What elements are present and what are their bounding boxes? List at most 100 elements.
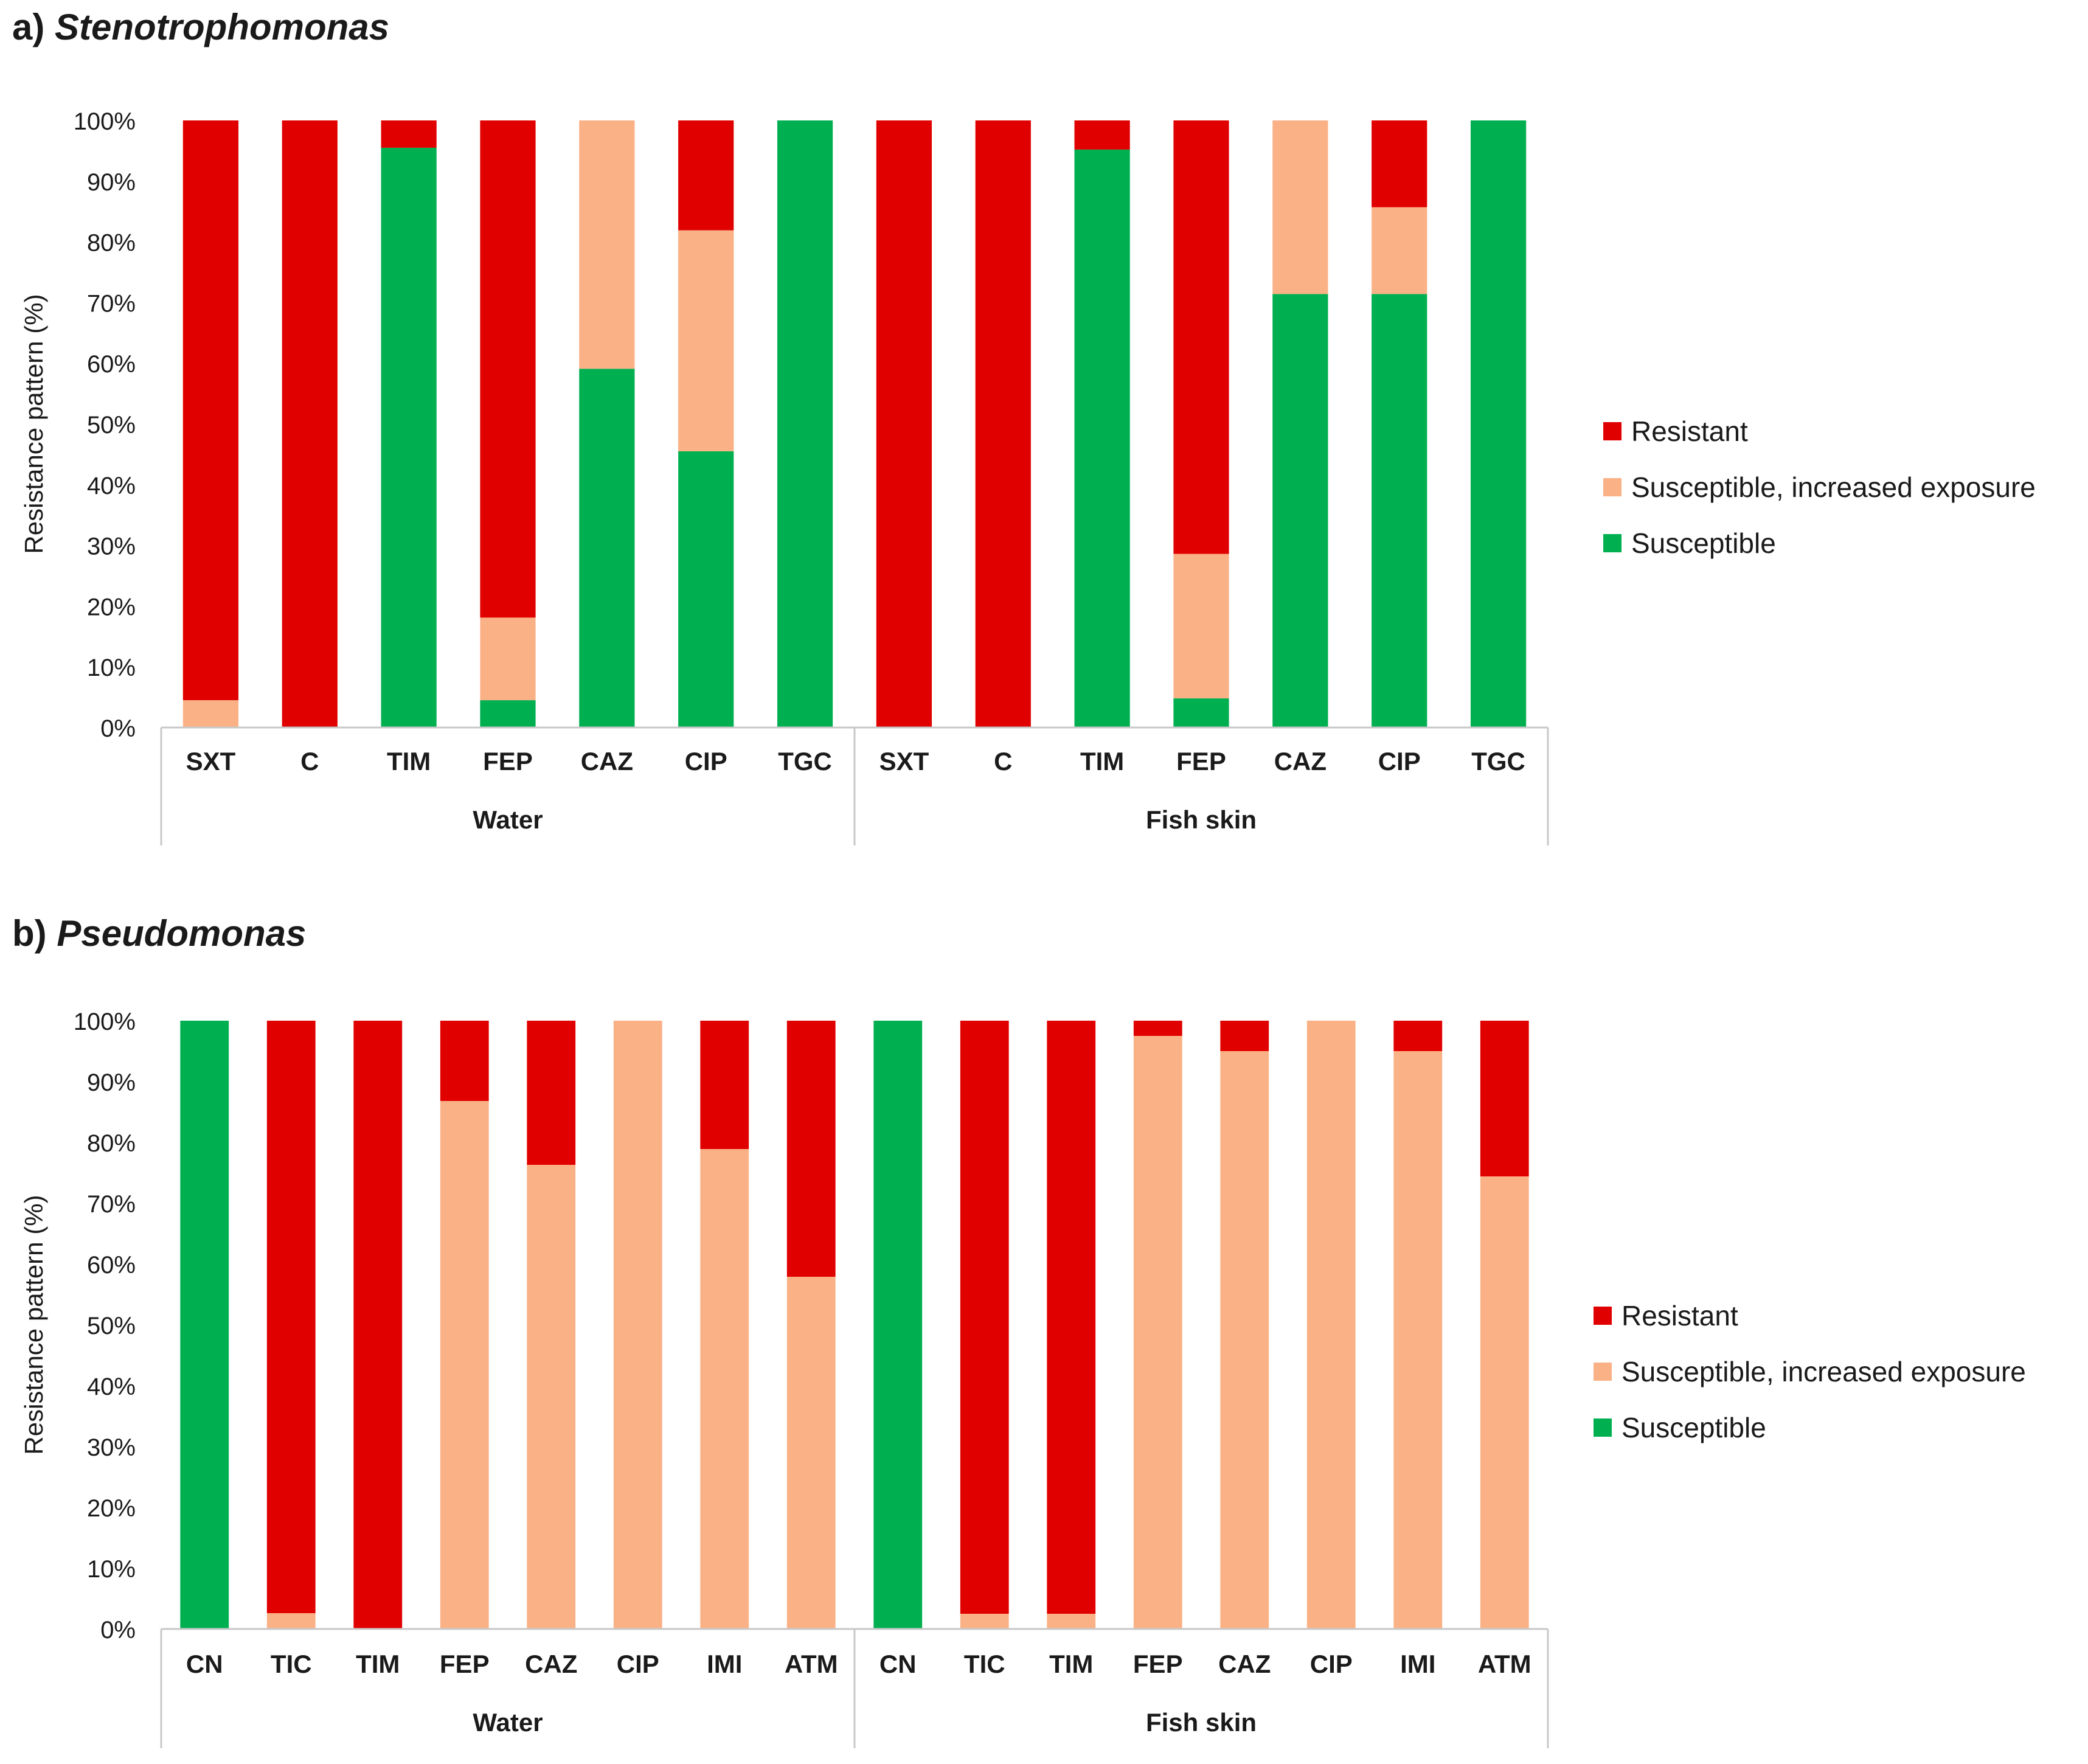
x-tick-label: TIM	[1080, 747, 1124, 776]
bar-segment	[579, 369, 635, 727]
bar-segment	[1220, 1021, 1269, 1051]
bar-segment	[1393, 1051, 1443, 1629]
y-tick-label: 80%	[87, 230, 136, 257]
panel-b-label: b)	[12, 913, 47, 954]
bar-segment	[180, 1021, 229, 1629]
x-tick-label: CAZ	[1274, 747, 1327, 776]
legend-item-resistant: Resistant	[1603, 415, 2036, 448]
y-tick-label: 100%	[74, 1009, 136, 1035]
x-tick-label: TIC	[964, 1650, 1005, 1678]
y-tick-label: 100%	[74, 108, 136, 135]
x-tick-label: TIM	[356, 1650, 400, 1678]
legend-swatch-susceptible	[1594, 1418, 1612, 1437]
bar-segment	[381, 120, 437, 148]
bar-segment	[266, 1021, 316, 1613]
bar-segment	[480, 120, 536, 618]
bar-segment	[182, 700, 239, 727]
y-tick-label: 90%	[87, 1069, 136, 1096]
y-tick-label: 20%	[87, 594, 136, 620]
bar-segment	[1470, 120, 1527, 727]
x-tick-label: CN	[186, 1650, 223, 1678]
bar-segment	[975, 120, 1031, 727]
legend-item-susceptible: Susceptible	[1594, 1411, 2026, 1444]
bar-segment	[960, 1614, 1009, 1629]
panel-a-label: a)	[12, 7, 45, 47]
bar-segment	[700, 1149, 749, 1629]
x-tick-label: CIP	[1378, 747, 1421, 776]
bar-segment	[1173, 554, 1229, 699]
stenotrophomonas-legend: Resistant Susceptible, increased exposur…	[1603, 415, 2036, 583]
x-tick-label: CIP	[685, 747, 727, 776]
bar-segment	[786, 1021, 836, 1277]
legend-item-increased-exposure: Susceptible, increased exposure	[1603, 471, 2036, 504]
x-tick-label: CAZ	[525, 1650, 577, 1678]
bar-segment	[1306, 1021, 1356, 1629]
y-tick-label: 90%	[87, 169, 136, 196]
group-label: Fish skin	[1146, 1708, 1257, 1737]
bar-segment	[1480, 1021, 1529, 1176]
y-tick-label: 40%	[87, 473, 136, 499]
y-tick-label: 70%	[87, 1191, 136, 1218]
y-tick-label: 50%	[87, 1313, 136, 1339]
bar-segment	[678, 120, 734, 231]
panel-a-taxon: Stenotrophomonas	[55, 7, 390, 47]
bar-segment	[700, 1021, 749, 1149]
bar-segment	[182, 120, 239, 701]
y-tick-label: 20%	[87, 1495, 136, 1522]
x-tick-label: TIM	[1049, 1650, 1093, 1678]
y-tick-label: 40%	[87, 1373, 136, 1400]
bar-segment	[876, 120, 932, 727]
x-tick-label: TGC	[778, 747, 832, 776]
x-tick-label: FEP	[483, 747, 533, 776]
bar-segment	[480, 617, 536, 701]
x-tick-label: ATM	[1478, 1650, 1531, 1678]
bar-segment	[440, 1021, 489, 1101]
panel-b-title: b) Pseudomonas	[12, 912, 306, 954]
x-tick-label: FEP	[1176, 747, 1226, 776]
bar-segment	[579, 120, 635, 369]
x-tick-label: FEP	[440, 1650, 490, 1678]
legend-swatch-increased-exposure	[1594, 1363, 1612, 1381]
legend-label-resistant: Resistant	[1631, 415, 1748, 447]
legend-label-increased-exposure: Susceptible, increased exposure	[1631, 471, 2036, 503]
legend-swatch-resistant	[1594, 1307, 1612, 1325]
legend-label-increased-exposure: Susceptible, increased exposure	[1621, 1356, 2026, 1387]
y-tick-label: 30%	[87, 533, 136, 560]
panel-a-title: a) Stenotrophomonas	[12, 6, 389, 48]
y-tick-label: 10%	[87, 655, 136, 681]
y-tick-label: 0%	[100, 715, 136, 742]
bar-segment	[1272, 294, 1328, 728]
y-tick-label: 0%	[100, 1617, 136, 1644]
bar-segment	[1220, 1051, 1269, 1629]
x-tick-label: IMI	[1400, 1650, 1435, 1678]
bar-segment	[678, 230, 734, 451]
bar-segment	[678, 451, 734, 727]
bar-segment	[1133, 1021, 1182, 1036]
bar-segment	[1173, 698, 1229, 727]
bar-segment	[282, 120, 338, 727]
bar-segment	[527, 1165, 576, 1629]
bar-segment	[777, 120, 833, 727]
bar-segment	[440, 1101, 489, 1629]
bar-segment	[613, 1021, 662, 1629]
bar-segment	[527, 1021, 576, 1165]
y-tick-label: 30%	[87, 1434, 136, 1461]
x-tick-label: FEP	[1133, 1650, 1183, 1678]
x-tick-label: C	[300, 747, 319, 776]
x-tick-label: SXT	[879, 747, 929, 776]
bar-segment	[1480, 1176, 1529, 1629]
bar-segment	[873, 1021, 923, 1629]
y-axis-label: Resistance pattern (%)	[19, 1195, 48, 1454]
bar-segment	[266, 1613, 316, 1629]
x-tick-label: CIP	[617, 1650, 659, 1678]
y-axis-label: Resistance pattern (%)	[19, 294, 48, 554]
bar-segment	[1047, 1021, 1096, 1614]
bar-segment	[1074, 149, 1130, 727]
group-label: Water	[473, 805, 543, 834]
bar-segment	[786, 1277, 836, 1629]
x-tick-label: CAZ	[581, 747, 633, 776]
y-tick-label: 10%	[87, 1556, 136, 1583]
x-tick-label: CAZ	[1218, 1650, 1271, 1678]
panel-b-taxon: Pseudomonas	[57, 913, 307, 954]
legend-label-resistant: Resistant	[1621, 1300, 1738, 1332]
